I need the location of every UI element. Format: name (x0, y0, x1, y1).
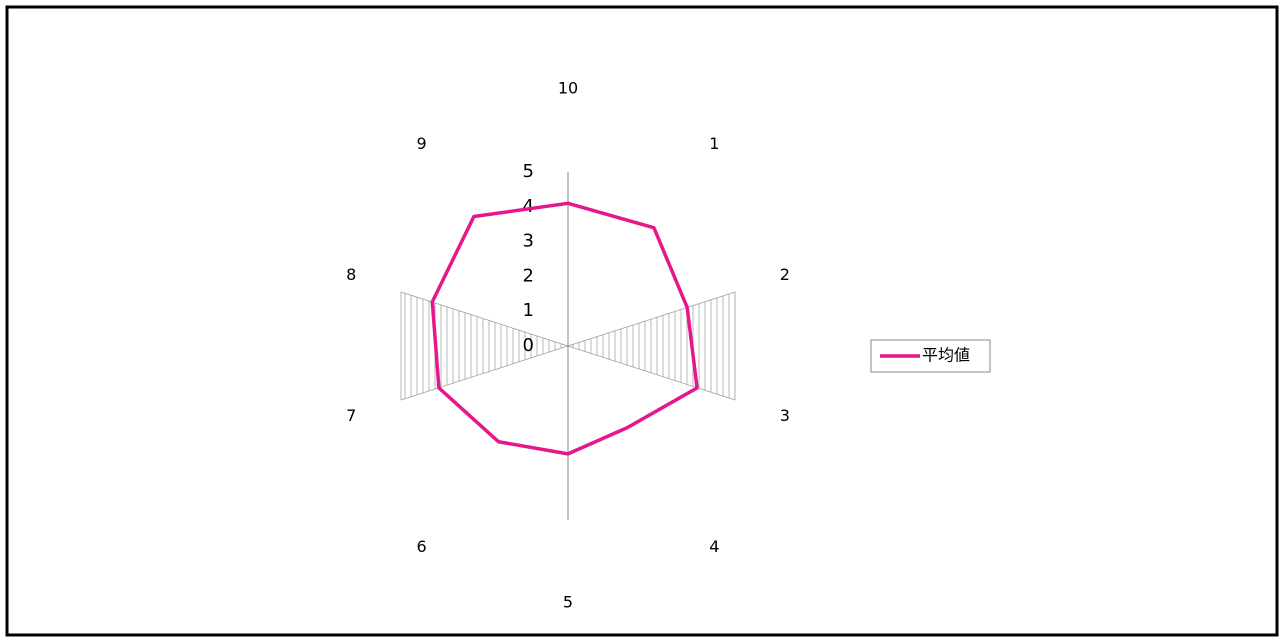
r-tick-label: 0 (523, 335, 534, 356)
category-label: 9 (417, 134, 427, 153)
category-label: 5 (563, 593, 573, 612)
r-tick-label: 5 (523, 161, 534, 182)
category-label: 8 (346, 265, 356, 284)
axis-wedge (400, 291, 570, 401)
chart-border (5, 5, 1279, 637)
r-tick-label: 4 (523, 196, 534, 217)
category-label: 3 (780, 406, 790, 425)
category-label: 10 (558, 79, 578, 98)
r-tick-label: 3 (523, 231, 534, 252)
category-label: 1 (709, 134, 719, 153)
axis-wedge (566, 291, 736, 401)
category-label: 7 (346, 406, 356, 425)
category-label: 6 (417, 537, 427, 556)
r-tick-label: 1 (523, 300, 534, 321)
category-label: 2 (780, 265, 790, 284)
r-tick-label: 2 (523, 265, 534, 286)
series-line (430, 201, 699, 456)
category-label: 4 (709, 537, 719, 556)
legend-label: 平均値 (922, 346, 970, 365)
